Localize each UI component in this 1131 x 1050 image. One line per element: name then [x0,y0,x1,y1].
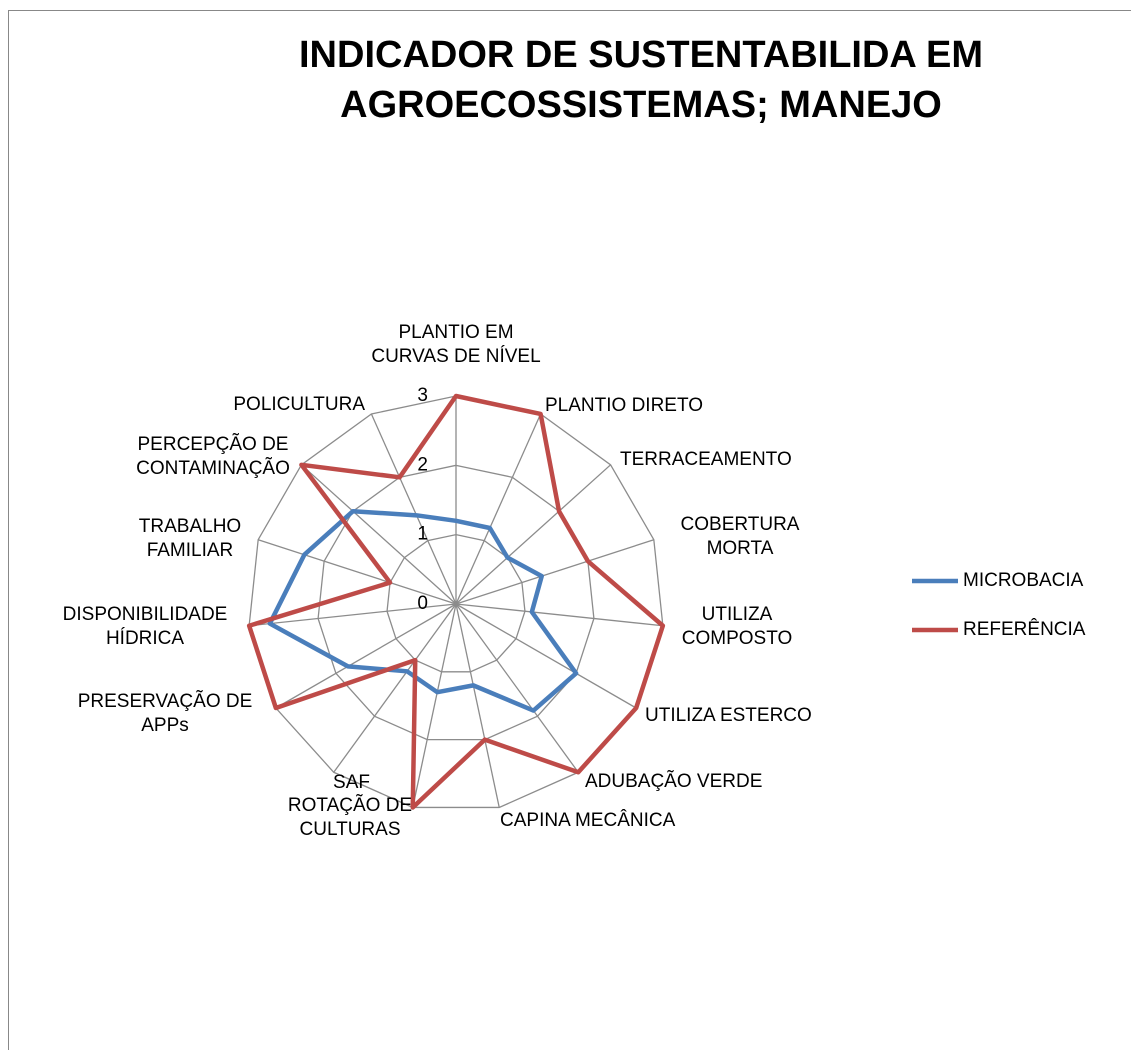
spoke [370,413,457,605]
grid-ring [386,534,526,673]
axis-label: SAF [333,772,370,793]
spoke [455,603,663,627]
axis-label: PERCEPÇÃO DE CONTAMINAÇÃO [136,434,290,479]
spoke [455,603,500,808]
spoke [249,603,457,627]
tick-label: 1 [417,524,428,545]
spoke [300,464,457,605]
axis-label: TERRACEAMENTO [620,449,792,470]
tick-label: 0 [417,593,428,614]
axis-label: ROTAÇÃO DE CULTURAS [287,795,413,840]
spoke [455,603,579,773]
axis-label: CAPINA MECÂNICA [500,810,676,831]
axis-label: UTILIZA COMPOSTO [681,604,793,649]
grid-ring [248,395,664,809]
spoke [455,603,637,709]
axis-label: TRABALHO FAMILIAR [138,516,242,561]
legend-label: REFERÊNCIA [963,618,1086,640]
spoke [455,539,655,605]
axis-label: PLANTIO EM CURVAS DE NÍVEL [371,322,541,367]
spoke [412,603,457,808]
spoke [275,603,457,709]
axis-label: UTILIZA ESTERCO [645,705,812,726]
chart-frame [8,10,1131,1050]
axis-label: ADUBAÇÃO VERDE [585,771,763,792]
spoke [455,464,612,605]
axis-label: POLICULTURA [233,394,365,415]
spoke [257,539,457,605]
axis-label: COBERTURA MORTA [680,514,800,559]
tick-label: 2 [417,454,428,475]
series-line [267,508,579,713]
spoke [455,413,542,605]
axis-label: PLANTIO DIRETO [545,395,704,416]
series-line [246,393,666,810]
legend-label: MICROBACIA [963,570,1084,591]
spoke [333,603,457,773]
axis-label: DISPONIBILIDADE HÍDRICA [62,604,228,649]
axis-label: PRESERVAÇÃO DE APPs [77,691,253,736]
tick-label: 3 [417,385,428,406]
chart-title: INDICADOR DE SUSTENTABILIDA EM AGROECOSS… [299,34,983,126]
